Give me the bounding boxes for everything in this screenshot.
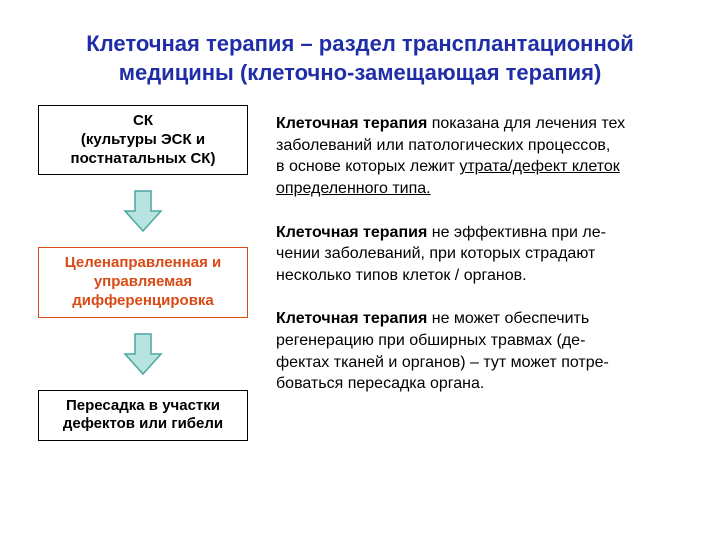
p1-t1: показана для лечения тех: [427, 115, 625, 132]
slide-title: Клеточная терапия – раздел трансплантаци…: [0, 0, 720, 105]
p2-t3: несколько типов клеток / органов.: [276, 267, 527, 284]
p3-t4: боваться пересадка органа.: [276, 375, 484, 392]
box3-line2: дефектов или гибели: [45, 415, 241, 434]
p1-t3: в основе которых лежит: [276, 158, 459, 175]
title-line1: Клеточная терапия – раздел трансплантаци…: [50, 30, 670, 59]
content-area: СК (культуры ЭСК и постнатальных СК) Цел…: [0, 105, 720, 441]
p1-u1: утрата/дефект клеток: [459, 158, 619, 175]
arrow-2: [121, 318, 165, 390]
arrow-1: [121, 175, 165, 247]
p2-t1: не эффективна при ле-: [427, 224, 606, 241]
down-arrow-icon: [121, 332, 165, 376]
flow-box-transplant: Пересадка в участки дефектов или гибели: [38, 390, 248, 442]
box2-line2: управляемая: [45, 273, 241, 292]
down-arrow-icon: [121, 189, 165, 233]
flowchart: СК (культуры ЭСК и постнатальных СК) Цел…: [38, 105, 248, 441]
paragraph-2: Клеточная терапия не эффективна при ле- …: [276, 222, 692, 287]
p1-bold: Клеточная терапия: [276, 115, 427, 132]
p1-t2: заболеваний или патологических процессов…: [276, 137, 610, 154]
paragraph-1: Клеточная терапия показана для лечения т…: [276, 113, 692, 199]
gap-2: [276, 286, 692, 308]
p3-t3: фектах тканей и органов) – тут может пот…: [276, 354, 609, 371]
p2-t2: чении заболеваний, при которых страдают: [276, 245, 595, 262]
p3-t2: регенерацию при обширных травмах (де-: [276, 332, 585, 349]
box1-line3: постнатальных СК): [45, 150, 241, 169]
box2-line1: Целенаправленная и: [45, 254, 241, 273]
box3-line1: Пересадка в участки: [45, 397, 241, 416]
flow-box-sk: СК (культуры ЭСК и постнатальных СК): [38, 105, 248, 175]
box1-line1: СК: [45, 112, 241, 131]
title-line2: медицины (клеточно-замещающая терапия): [50, 59, 670, 88]
paragraph-3: Клеточная терапия не может обеспечить ре…: [276, 308, 692, 394]
p3-bold: Клеточная терапия: [276, 310, 427, 327]
gap-1: [276, 200, 692, 222]
box1-line2: (культуры ЭСК и: [45, 131, 241, 150]
p1-u2: определенного типа.: [276, 180, 431, 197]
box2-line3: дифференцировка: [45, 292, 241, 311]
p2-bold: Клеточная терапия: [276, 224, 427, 241]
flow-box-differentiation: Целенаправленная и управляемая дифференц…: [38, 247, 248, 317]
p3-t1: не может обеспечить: [427, 310, 589, 327]
text-column: Клеточная терапия показана для лечения т…: [276, 105, 692, 441]
